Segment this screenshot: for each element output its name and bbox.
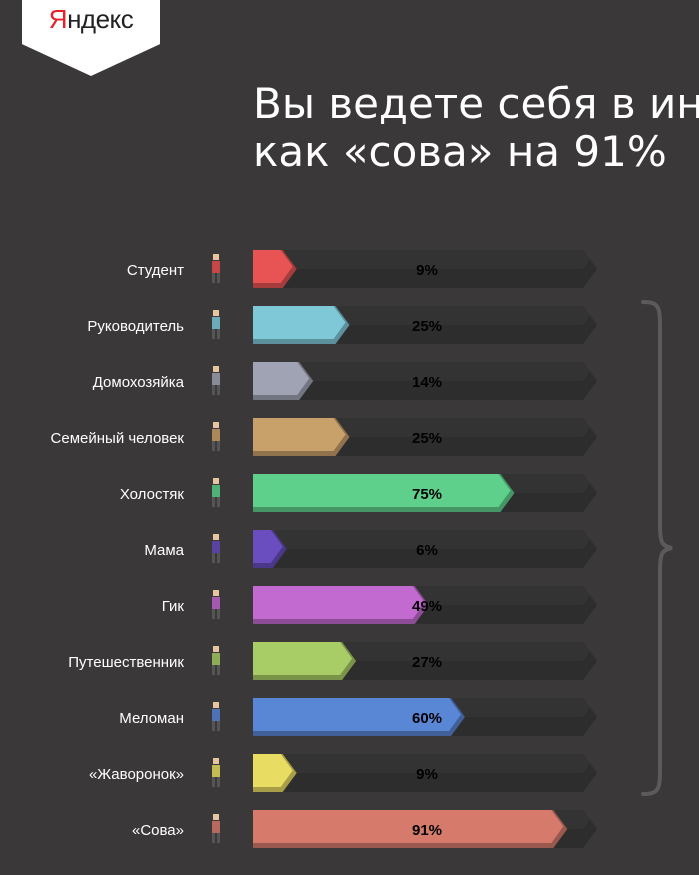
bar xyxy=(253,418,346,451)
logo-first-letter: Я xyxy=(48,4,68,34)
person-icon-body xyxy=(212,485,220,497)
bar xyxy=(253,250,293,283)
category-label: Меломан xyxy=(119,710,184,727)
category-label: Гик xyxy=(162,598,185,615)
person-icon-leg xyxy=(217,609,220,619)
bar-value-label: 14% xyxy=(412,374,442,391)
category-label: Руководитель xyxy=(87,318,184,335)
category-label: «Сова» xyxy=(132,822,184,839)
person-icon-head xyxy=(213,366,219,372)
person-icon-body xyxy=(212,709,220,721)
bar xyxy=(253,530,283,563)
person-icon-body xyxy=(212,317,220,329)
person-icon-body xyxy=(212,597,220,609)
category-label: Семейный человек xyxy=(51,430,185,447)
bar-value-label: 9% xyxy=(416,262,438,279)
person-icon-leg xyxy=(217,833,220,843)
bar-track-highlight xyxy=(253,530,590,549)
person-icon-head xyxy=(213,254,219,260)
bar xyxy=(253,754,293,787)
person-icon-head xyxy=(213,478,219,484)
person-icon-leg xyxy=(212,665,215,675)
person-icon-leg xyxy=(217,329,220,339)
bar-value-label: 75% xyxy=(412,486,442,503)
bar-value-label: 60% xyxy=(412,710,442,727)
bar xyxy=(253,586,425,619)
bar xyxy=(253,698,461,731)
group-brace xyxy=(641,300,673,796)
bar-value-label: 9% xyxy=(416,766,438,783)
person-icon-leg xyxy=(217,273,220,283)
bar-track-highlight xyxy=(253,362,590,381)
bar-track-highlight xyxy=(253,250,590,269)
category-label: Мама xyxy=(144,542,184,559)
person-icon-leg xyxy=(212,553,215,563)
person-icon-leg xyxy=(217,385,220,395)
person-icon-leg xyxy=(212,721,215,731)
person-icon-leg xyxy=(212,329,215,339)
bar-value-label: 25% xyxy=(412,430,442,447)
bar xyxy=(253,474,511,507)
person-icon-body xyxy=(212,541,220,553)
person-icon-body xyxy=(212,653,220,665)
bar-value-label: 27% xyxy=(412,654,442,671)
yandex-logo-text: Яндекс xyxy=(22,4,160,35)
person-icon-leg xyxy=(217,665,220,675)
bar xyxy=(253,810,564,843)
category-label: «Жаворонок» xyxy=(89,766,184,783)
category-label: Домохозяйка xyxy=(93,374,185,391)
person-icon-leg xyxy=(217,497,220,507)
logo-rest: ндекс xyxy=(67,4,134,34)
person-icon-head xyxy=(213,702,219,708)
person-icon-head xyxy=(213,814,219,820)
person-icon-leg xyxy=(217,721,220,731)
bar-value-label: 25% xyxy=(412,318,442,335)
person-icon-leg xyxy=(212,385,215,395)
person-icon-leg xyxy=(212,609,215,619)
person-icon-head xyxy=(213,310,219,316)
person-icon-body xyxy=(212,429,220,441)
person-icon-head xyxy=(213,646,219,652)
bar-value-label: 91% xyxy=(412,822,442,839)
category-label: Холостяк xyxy=(120,486,185,503)
headline-line-2: как «сова» на 91% xyxy=(253,127,667,176)
bar-track-highlight xyxy=(253,754,590,773)
person-icon-leg xyxy=(212,441,215,451)
person-icon-head xyxy=(213,534,219,540)
bar xyxy=(253,362,310,395)
headline-line-1: Вы ведете себя в инте xyxy=(253,80,699,128)
person-icon-leg xyxy=(212,777,215,787)
bar xyxy=(253,642,353,675)
bar-value-label: 49% xyxy=(412,598,442,615)
category-label: Студент xyxy=(127,262,184,279)
person-icon-leg xyxy=(212,497,215,507)
bar xyxy=(253,306,346,339)
person-icon-body xyxy=(212,261,220,273)
person-icon-leg xyxy=(212,273,215,283)
headline: Вы ведете себя в инте как «сова» на 91% xyxy=(253,80,699,176)
person-icon-leg xyxy=(217,777,220,787)
person-icon-leg xyxy=(212,833,215,843)
person-icon-head xyxy=(213,590,219,596)
person-icon-head xyxy=(213,422,219,428)
category-label: Путешественник xyxy=(68,654,184,671)
person-icon-body xyxy=(212,821,220,833)
bar-value-label: 6% xyxy=(416,542,438,559)
person-icon-body xyxy=(212,765,220,777)
person-icon-head xyxy=(213,758,219,764)
person-icon-body xyxy=(212,373,220,385)
person-icon-leg xyxy=(217,553,220,563)
person-icon-leg xyxy=(217,441,220,451)
